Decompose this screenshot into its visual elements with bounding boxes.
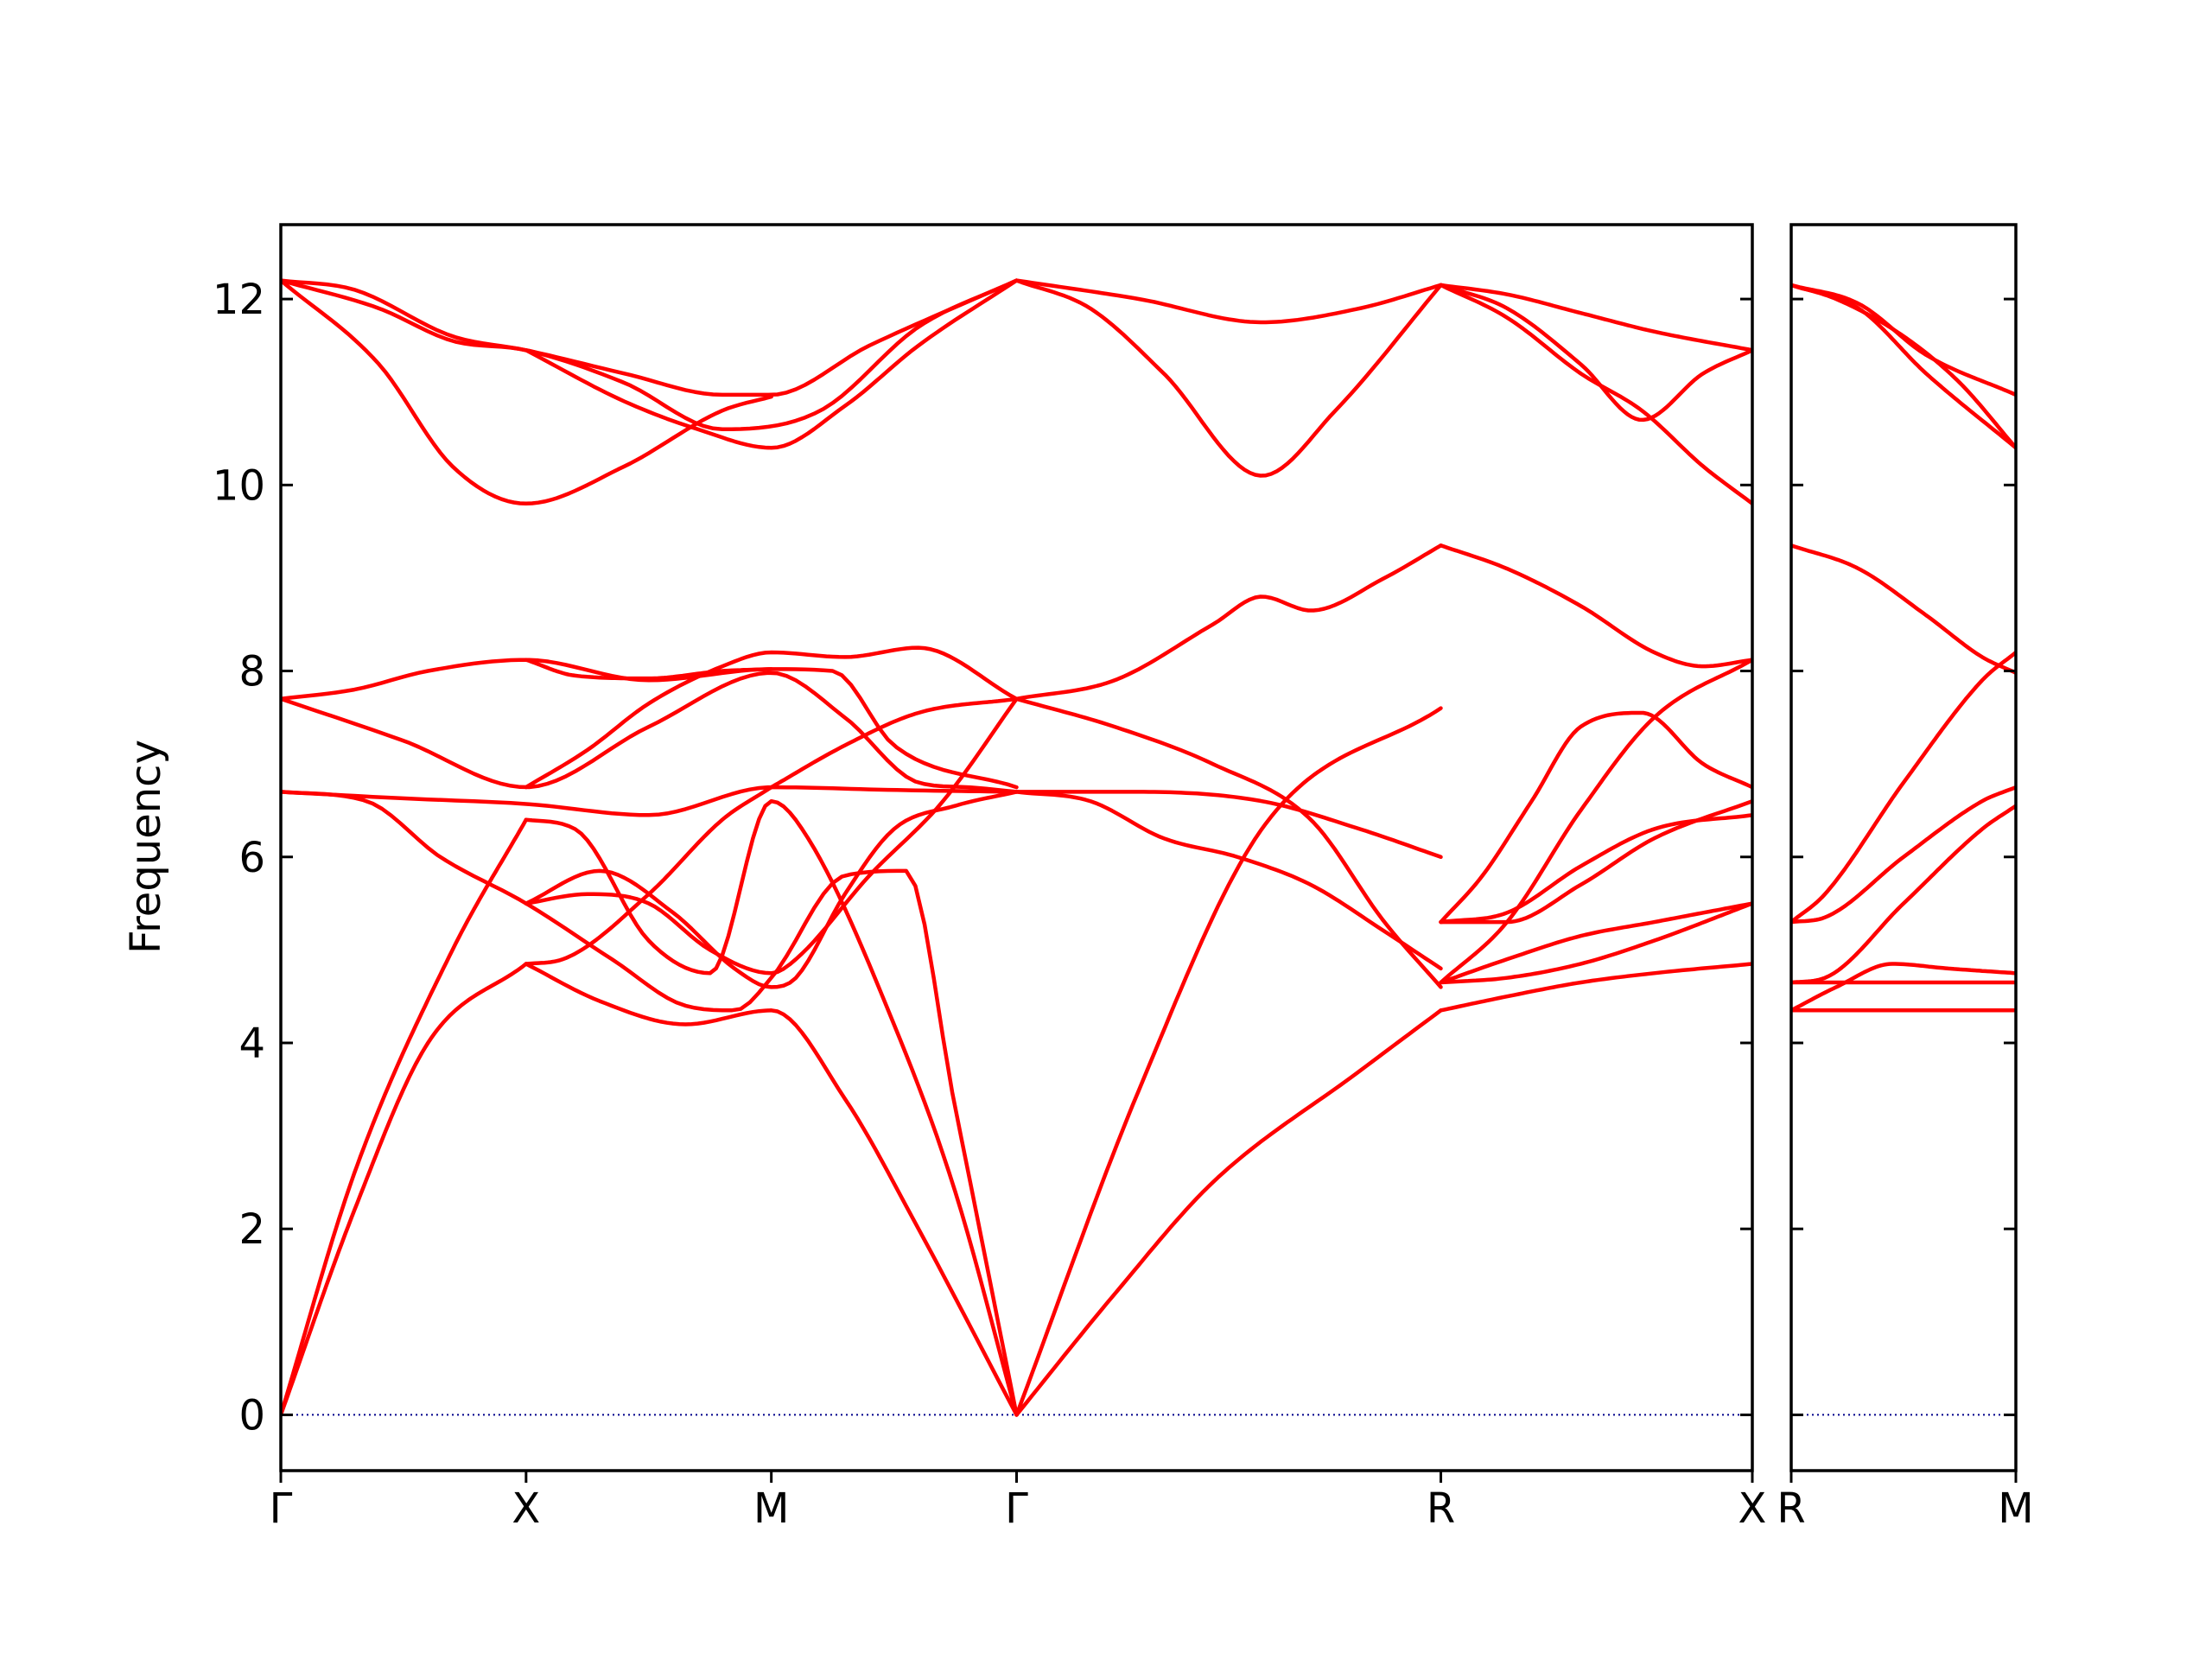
band-line-22 bbox=[1014, 696, 1443, 989]
band-group bbox=[1791, 283, 2016, 1013]
band-line-27 bbox=[1439, 901, 1752, 985]
band-line-17 bbox=[524, 278, 1019, 450]
band-line-23 bbox=[1014, 543, 1443, 702]
band-line-21 bbox=[1014, 790, 1443, 971]
band-line-24 bbox=[1014, 278, 1443, 325]
band-line-8 bbox=[524, 696, 1019, 976]
band-line-9 bbox=[1791, 283, 2016, 450]
x-tick-label: M bbox=[753, 1484, 789, 1533]
band-group bbox=[281, 278, 1752, 1417]
band-line-2 bbox=[1791, 962, 2016, 1013]
band-line-8 bbox=[1791, 283, 2016, 450]
y-tick-label: 10 bbox=[213, 461, 265, 510]
band-line-33 bbox=[1439, 543, 1752, 669]
plot-frame bbox=[1789, 223, 2018, 1472]
band-line-31 bbox=[1439, 658, 1752, 985]
band-line-32 bbox=[1439, 710, 1752, 925]
x-tick-label: Γ bbox=[270, 1484, 293, 1533]
band-line-7 bbox=[524, 790, 1019, 989]
x-tick-label: M bbox=[1998, 1484, 2033, 1533]
band-line-3 bbox=[1791, 804, 2016, 985]
plot-frame bbox=[279, 223, 1754, 1472]
y-tick-label: 0 bbox=[238, 1391, 265, 1440]
band-line-5 bbox=[281, 785, 1019, 817]
band-line-4 bbox=[1791, 785, 2016, 925]
band-line-1 bbox=[281, 817, 529, 1417]
band-line-13 bbox=[524, 658, 773, 681]
y-tick-label: 12 bbox=[213, 276, 265, 324]
band-line-35 bbox=[1439, 283, 1752, 423]
x-tick-label: X bbox=[512, 1484, 540, 1533]
band-line-12 bbox=[524, 645, 1019, 790]
y-tick-label: 4 bbox=[238, 1020, 265, 1068]
band-line-16 bbox=[281, 278, 1019, 397]
band-line-18 bbox=[1014, 706, 1443, 1417]
band-line-6 bbox=[1791, 543, 2016, 675]
y-tick-label: 2 bbox=[238, 1205, 265, 1254]
x-tick-label: X bbox=[1738, 1484, 1767, 1533]
x-tick-label: R bbox=[1427, 1484, 1455, 1533]
band-line-28 bbox=[1439, 901, 1752, 985]
band-line-14 bbox=[281, 278, 1019, 431]
band-line-30 bbox=[1439, 798, 1752, 925]
band-line-9 bbox=[769, 696, 1019, 790]
band-line-25 bbox=[1014, 278, 1443, 478]
band-line-36 bbox=[1439, 283, 1752, 506]
y-tick-label: 8 bbox=[238, 648, 265, 696]
band-line-20 bbox=[1014, 790, 1443, 860]
band-line-7 bbox=[1791, 283, 2016, 397]
band-line-4 bbox=[281, 790, 1019, 1417]
y-axis-label: Frequency bbox=[122, 740, 170, 954]
band-line-19 bbox=[1014, 1008, 1443, 1417]
band-line-2 bbox=[524, 962, 1019, 1417]
x-tick-label: Γ bbox=[1005, 1484, 1028, 1533]
x-tick-label: R bbox=[1777, 1484, 1805, 1533]
band-line-5 bbox=[1791, 650, 2016, 925]
band-line-26 bbox=[1439, 962, 1752, 1013]
band-line-0 bbox=[281, 962, 529, 1417]
main-panel: 0 2 4 6 8 10 12 Γ X M Γ R X bbox=[213, 223, 1767, 1533]
band-line-10 bbox=[281, 671, 1019, 794]
y-tick-label: 6 bbox=[238, 834, 265, 882]
band-line-34 bbox=[1439, 283, 1752, 353]
